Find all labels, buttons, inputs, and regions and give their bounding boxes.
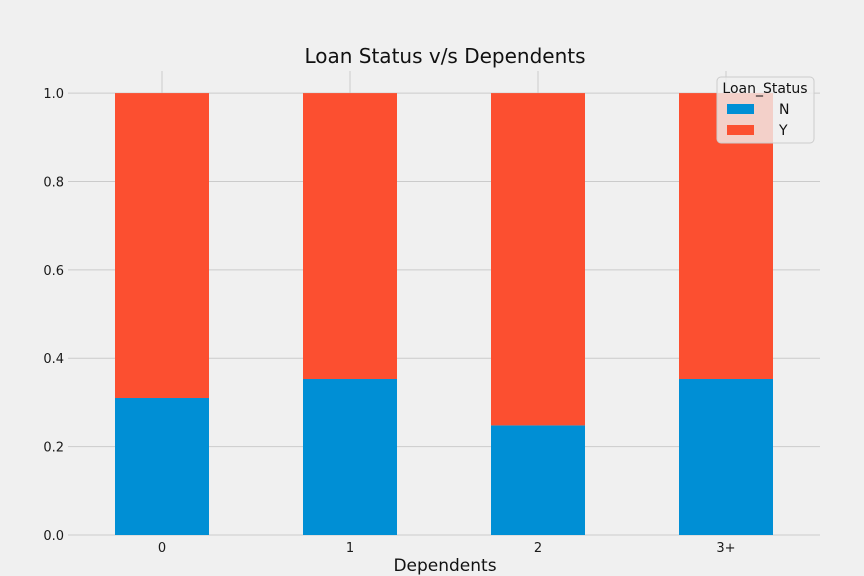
legend-swatch-n [727, 104, 754, 114]
x-tick-label: 0 [158, 541, 166, 556]
x-tick-label: 3+ [716, 541, 735, 556]
bar-segment-n-2 [491, 425, 585, 535]
bar-segment-n-1 [303, 379, 397, 535]
y-tick-label: 1.0 [43, 87, 64, 102]
y-tick-label: 0.2 [43, 441, 64, 456]
x-tick-labels: 0 1 2 3+ [158, 541, 736, 556]
bar-segment-y-0 [115, 93, 209, 399]
x-axis-label: Dependents [393, 556, 496, 576]
bar-segment-n-3plus [679, 379, 773, 535]
bars [115, 93, 773, 535]
bar-segment-n-0 [115, 398, 209, 535]
y-tick-label: 0.8 [43, 175, 64, 190]
x-tick-label: 2 [534, 541, 542, 556]
bar-segment-y-1 [303, 93, 397, 380]
y-tick-label: 0.6 [43, 264, 64, 279]
y-tick-labels: 0.0 0.2 0.4 0.6 0.8 1.0 [43, 87, 64, 544]
legend-label-n: N [779, 102, 789, 118]
y-tick-label: 0.0 [43, 529, 64, 544]
legend-swatch-y [727, 125, 754, 135]
x-tick-label: 1 [346, 541, 354, 556]
y-tick-label: 0.4 [43, 352, 64, 367]
chart-title: Loan Status v/s Dependents [304, 44, 585, 68]
legend-label-y: Y [778, 123, 788, 139]
legend-title: Loan_Status [722, 81, 807, 97]
legend: Loan_Status N Y [716, 76, 815, 144]
bar-segment-y-2 [491, 93, 585, 426]
